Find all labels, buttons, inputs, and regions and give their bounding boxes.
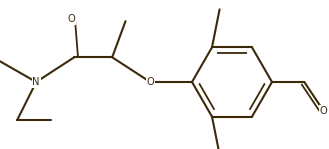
Text: O: O: [146, 77, 154, 87]
Text: O: O: [67, 14, 75, 24]
Text: N: N: [33, 77, 40, 87]
Text: O: O: [319, 105, 327, 115]
